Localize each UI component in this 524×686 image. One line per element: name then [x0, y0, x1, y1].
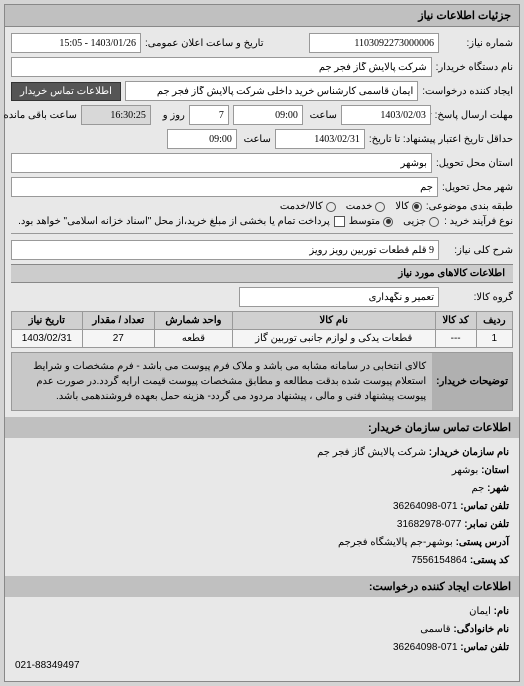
th-row: ردیف [476, 312, 512, 330]
th-date: تاریخ نیاز [12, 312, 83, 330]
table-row[interactable]: 1 --- قطعات یدکی و لوازم جانبی توربین گا… [12, 330, 513, 348]
th-code: کد کالا [435, 312, 476, 330]
creator-name: نام: ایمان [15, 603, 509, 621]
radio-medium[interactable]: متوسط [349, 216, 393, 227]
requester-input[interactable] [125, 81, 418, 101]
buyer-org-label: نام دستگاه خریدار: [436, 62, 513, 73]
row-requester: ایجاد کننده درخواست: اطلاعات تماس خریدار [11, 81, 513, 101]
general-title-label: شرح کلی نیاز: [443, 245, 513, 256]
radio-small-label: جزیی [403, 216, 426, 227]
contact-body: نام سازمان خریدار: شرکت پالایش گاز فجر ج… [5, 438, 519, 576]
td-name: قطعات یدکی و لوازم جانبی توربین گاز [232, 330, 435, 348]
creator-family: نام خانوادگی: قاسمی [15, 621, 509, 639]
city-label: شهر محل تحویل: [442, 182, 513, 193]
contact-fax: تلفن نمابر: 077-31682978 [15, 516, 509, 534]
announce-date-input[interactable] [11, 33, 141, 53]
purchase-type-label: نوع فرآیند خرید : [443, 216, 513, 227]
row-city: شهر محل تحویل: [11, 177, 513, 197]
radio-medium-dot [383, 217, 393, 227]
th-unit: واحد شمارش [155, 312, 233, 330]
validity-time-input[interactable] [167, 129, 237, 149]
buyer-note-row: توضیحات خریدار: کالای انتخابی در سامانه … [11, 352, 513, 411]
td-qty: 27 [82, 330, 154, 348]
radio-small[interactable]: جزیی [403, 216, 439, 227]
details-panel: جزئیات اطلاعات نیاز شماره نیاز: تاریخ و … [4, 4, 520, 682]
row-general-title: شرح کلی نیاز: [11, 240, 513, 260]
city-input[interactable] [11, 177, 438, 197]
table-header-row: ردیف کد کالا نام کالا واحد شمارش تعداد /… [12, 312, 513, 330]
panel-title: جزئیات اطلاعات نیاز [5, 5, 519, 27]
row-validity: حداقل تاریخ اعتبار پیشنهاد: تا تاریخ: سا… [11, 129, 513, 149]
req-number-input[interactable] [309, 33, 439, 53]
payment-note: پرداخت تمام یا بخشی از مبلغ خرید،از محل … [18, 216, 330, 227]
category-radio-group: کالا خدمت کالا/خدمت [280, 201, 422, 212]
td-code: --- [435, 330, 476, 348]
th-qty: تعداد / مقدار [82, 312, 154, 330]
th-name: نام کالا [232, 312, 435, 330]
group-input[interactable] [239, 287, 439, 307]
time-label-1: ساعت [307, 110, 337, 121]
radio-goods-label: کالا [395, 201, 409, 212]
province-label: استان محل تحویل: [436, 158, 513, 169]
radio-goods-dot [412, 202, 422, 212]
contact-province: استان: بوشهر [15, 462, 509, 480]
row-purchase-type: نوع فرآیند خرید : جزیی متوسط پرداخت تمام… [11, 216, 513, 227]
row-req-number: شماره نیاز: تاریخ و ساعت اعلان عمومی: [11, 33, 513, 53]
goods-section-bar: اطلاعات کالاهای مورد نیاز [11, 264, 513, 283]
buyer-org-input[interactable] [11, 57, 432, 77]
days-label: روز و [155, 110, 185, 121]
days-input[interactable] [189, 105, 229, 125]
goods-table: ردیف کد کالا نام کالا واحد شمارش تعداد /… [11, 311, 513, 348]
contact-buyer-button[interactable]: اطلاعات تماس خریدار [11, 82, 121, 101]
req-number-label: شماره نیاز: [443, 38, 513, 49]
hq-phone: 021-88349497 [15, 657, 509, 675]
remain-label: ساعت باقی مانده [11, 110, 77, 121]
contact-header: اطلاعات تماس سازمان خریدار: [5, 417, 519, 438]
radio-service-label: خدمت [346, 201, 373, 212]
buyer-note-label: توضیحات خریدار: [432, 353, 512, 410]
radio-goods-service[interactable]: کالا/خدمت [280, 201, 336, 212]
contact-address: آدرس پستی: بوشهر-جم پالایشگاه فجرجم [15, 534, 509, 552]
td-date: 1403/02/31 [12, 330, 83, 348]
validity-label: حداقل تاریخ اعتبار پیشنهاد: تا تاریخ: [369, 134, 513, 145]
td-row: 1 [476, 330, 512, 348]
deadline-send-date-input[interactable] [341, 105, 431, 125]
row-province: استان محل تحویل: [11, 153, 513, 173]
deadline-send-time-input[interactable] [233, 105, 303, 125]
province-input[interactable] [11, 153, 432, 173]
row-category: طبقه بندی موضوعی: کالا خدمت کالا/خدمت [11, 201, 513, 212]
creator-body: نام: ایمان نام خانوادگی: قاسمی تلفن تماس… [5, 597, 519, 681]
radio-service[interactable]: خدمت [346, 201, 386, 212]
remain-time-input [81, 105, 151, 125]
creator-header: اطلاعات ایجاد کننده درخواست: [5, 576, 519, 597]
creator-phone: تلفن تماس: 071-36264098 [15, 639, 509, 657]
category-label: طبقه بندی موضوعی: [426, 201, 513, 212]
contact-city: شهر: جم [15, 480, 509, 498]
treasury-checkbox[interactable] [334, 216, 345, 227]
contact-org: نام سازمان خریدار: شرکت پالایش گاز فجر ج… [15, 444, 509, 462]
radio-medium-label: متوسط [349, 216, 380, 227]
row-group: گروه کالا: [11, 287, 513, 307]
announce-date-label: تاریخ و ساعت اعلان عمومی: [145, 38, 264, 49]
radio-service-dot [375, 202, 385, 212]
row-deadline-send: مهلت ارسال پاسخ: تا ساعت روز و ساعت باقی… [11, 105, 513, 125]
deadline-send-label: مهلت ارسال پاسخ: تا [435, 110, 513, 121]
purchase-type-radio-group: جزیی متوسط [349, 216, 439, 227]
radio-goods-service-dot [326, 202, 336, 212]
contact-postal: کد پستی: 7556154864 [15, 552, 509, 570]
radio-small-dot [429, 217, 439, 227]
contact-phone: تلفن تماس: 071-36264098 [15, 498, 509, 516]
validity-date-input[interactable] [275, 129, 365, 149]
panel-body: شماره نیاز: تاریخ و ساعت اعلان عمومی: نا… [5, 27, 519, 417]
buyer-note-text: کالای انتخابی در سامانه مشابه می باشد و … [12, 353, 432, 410]
row-buyer-org: نام دستگاه خریدار: [11, 57, 513, 77]
radio-goods[interactable]: کالا [395, 201, 422, 212]
requester-label: ایجاد کننده درخواست: [422, 86, 513, 97]
td-unit: قطعه [155, 330, 233, 348]
time-label-2: ساعت [241, 134, 271, 145]
group-label: گروه کالا: [443, 292, 513, 303]
radio-goods-service-label: کالا/خدمت [280, 201, 323, 212]
general-title-input[interactable] [11, 240, 439, 260]
